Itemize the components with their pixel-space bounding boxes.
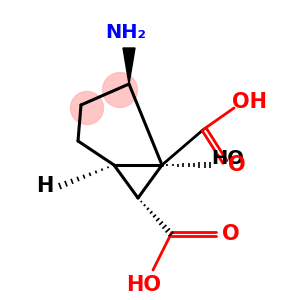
Text: NH₂: NH₂ [106,23,146,43]
Text: HO: HO [212,149,244,169]
Circle shape [103,73,137,107]
Text: HO: HO [127,275,161,295]
Text: OH: OH [232,92,266,112]
Text: O: O [222,224,240,244]
Text: H: H [36,176,54,196]
Circle shape [70,92,104,124]
Text: O: O [228,155,246,175]
Polygon shape [123,48,135,84]
